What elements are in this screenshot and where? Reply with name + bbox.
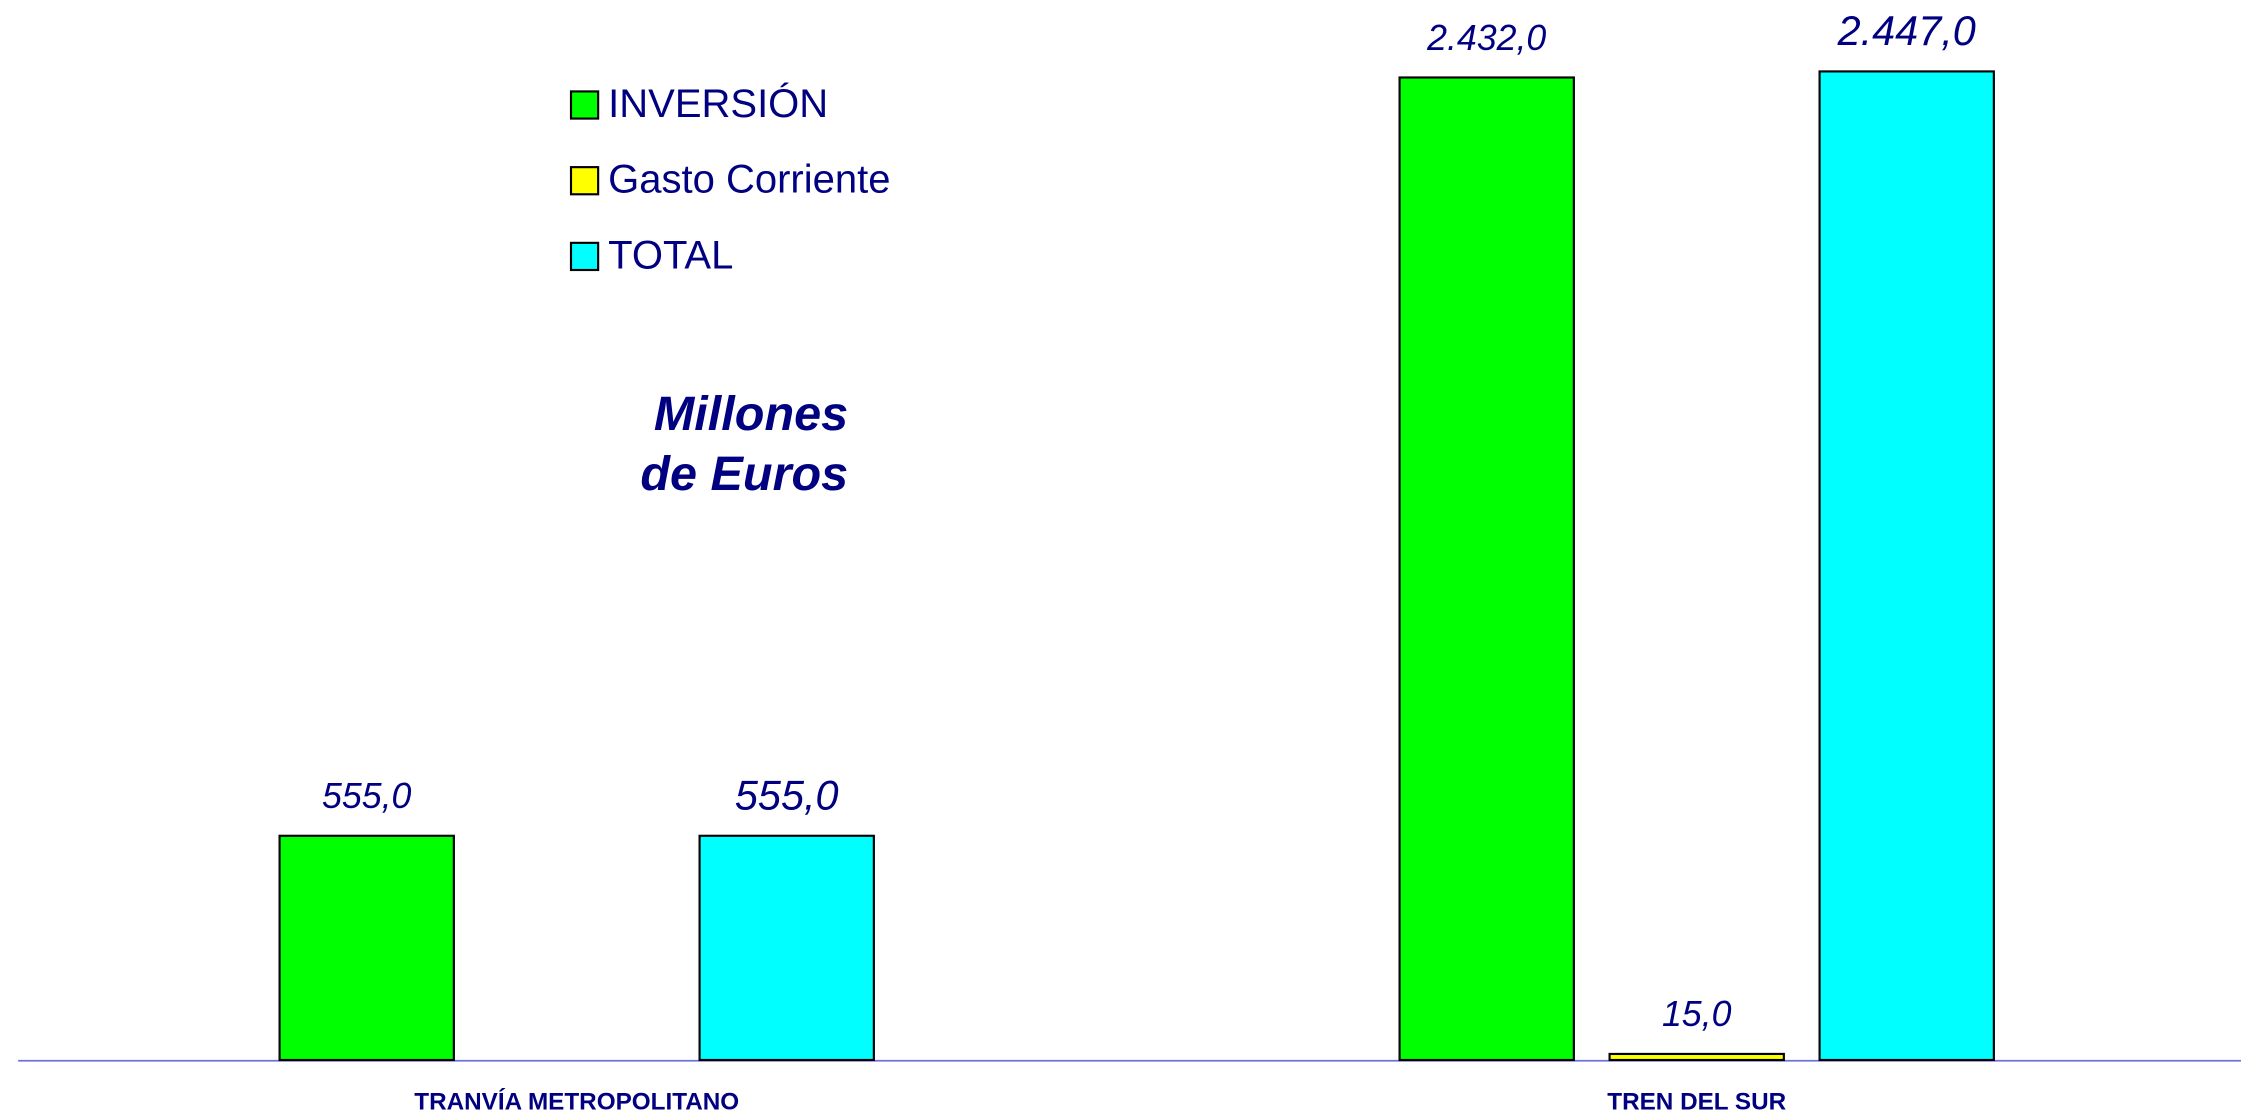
value-label: 555,0 — [322, 776, 411, 816]
bar — [278, 834, 455, 1062]
legend-label: Gasto Corriente — [608, 158, 890, 202]
value-label: 2.447,0 — [1837, 8, 1976, 54]
annotation: Millones — [654, 387, 848, 441]
legend-swatch — [569, 241, 600, 272]
legend-label: INVERSIÓN — [608, 81, 828, 126]
x-tick-label: TREN DEL SUR — [1607, 1088, 1786, 1115]
bar — [1818, 70, 1995, 1062]
value-label: 2.432,0 — [1426, 18, 1546, 58]
legend-label: TOTAL — [608, 233, 733, 277]
bar — [698, 834, 875, 1062]
legend-swatch — [569, 90, 600, 120]
x-tick-label: TRANVÍA METROPOLITANO — [414, 1087, 739, 1115]
bar — [1398, 76, 1575, 1062]
bar — [1608, 1052, 1785, 1062]
value-label: 15,0 — [1662, 994, 1732, 1034]
annotation: de Euros — [640, 447, 848, 501]
legend-swatch — [569, 166, 600, 196]
value-label: 555,0 — [735, 773, 839, 819]
